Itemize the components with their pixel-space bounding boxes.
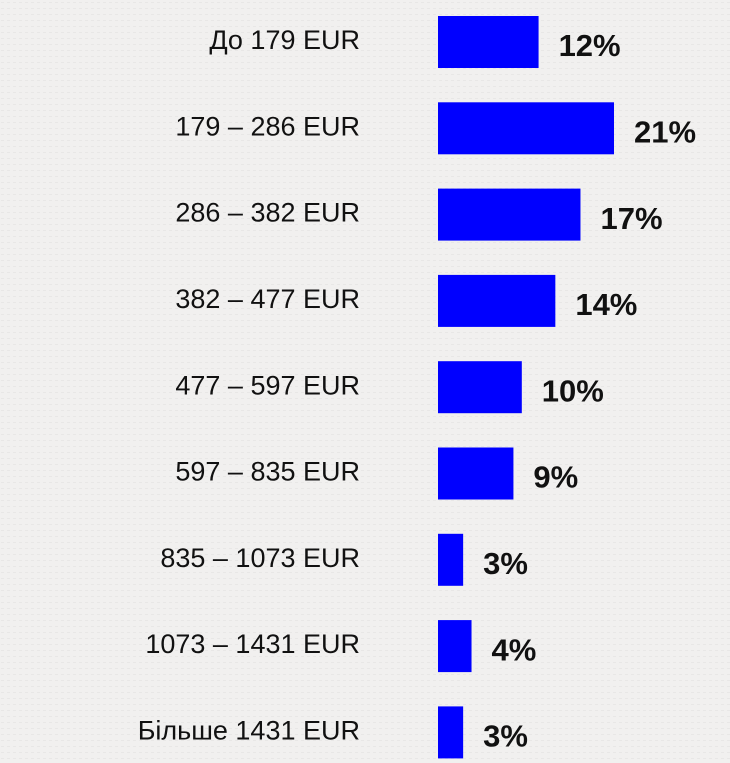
value-label: 4% — [492, 632, 537, 667]
category-label: 179 – 286 EUR — [175, 111, 360, 141]
bar — [438, 447, 514, 500]
category-label: 477 – 597 EUR — [175, 370, 360, 400]
category-label: Більше 1431 EUR — [138, 716, 360, 746]
bar — [438, 102, 614, 155]
value-label: 9% — [533, 460, 578, 495]
category-label: 286 – 382 EUR — [175, 198, 360, 228]
category-label: 597 – 835 EUR — [175, 457, 360, 487]
value-label: 17% — [600, 201, 662, 236]
category-label: 835 – 1073 EUR — [160, 543, 360, 573]
bar — [438, 361, 522, 414]
value-label: 3% — [483, 546, 528, 581]
category-label: До 179 EUR — [209, 25, 360, 55]
bar — [438, 16, 539, 68]
bar — [438, 533, 464, 586]
bar — [438, 274, 556, 327]
category-label: 1073 – 1431 EUR — [145, 629, 360, 659]
value-label: 12% — [559, 28, 621, 63]
bar — [438, 706, 464, 759]
value-label: 10% — [542, 373, 604, 408]
value-label: 21% — [634, 114, 696, 149]
category-label: 382 – 477 EUR — [175, 284, 360, 314]
bar — [438, 620, 472, 673]
bar — [438, 188, 581, 241]
value-label: 14% — [575, 287, 637, 322]
value-label: 3% — [483, 719, 528, 754]
